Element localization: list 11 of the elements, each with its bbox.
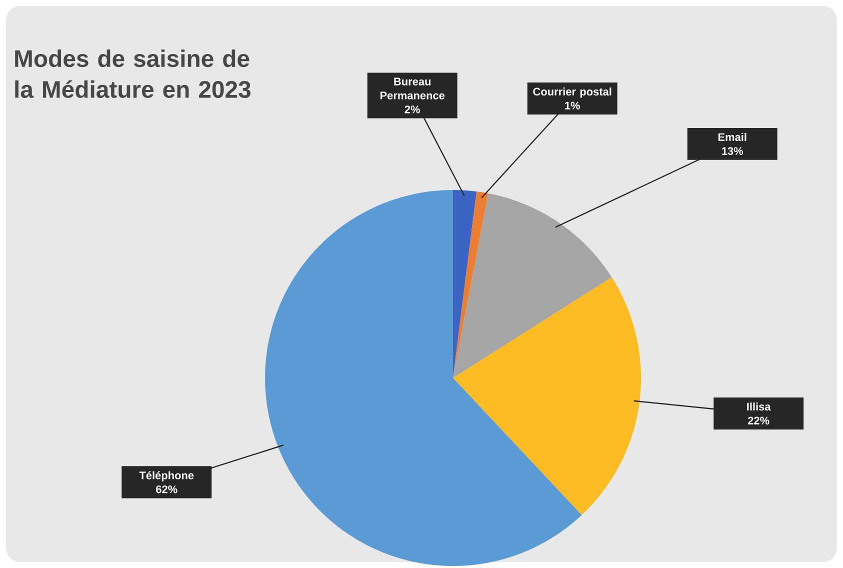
slice-label: Email bbox=[718, 132, 746, 141]
slice-label: Téléphone bbox=[139, 471, 194, 482]
data-label: 1% bbox=[565, 102, 580, 110]
data-label: 62% bbox=[156, 485, 178, 494]
data-label: 13% bbox=[722, 147, 744, 155]
data-label: 2% bbox=[404, 106, 420, 114]
slice-label: Bureau Permanence bbox=[380, 78, 445, 100]
slice-label: Illisa bbox=[747, 402, 771, 411]
data-label: 22% bbox=[748, 416, 770, 424]
slice-label: Courrier postal bbox=[533, 87, 612, 98]
chart-title: Modes de saisine de la Médiature en 2023 bbox=[15, 50, 250, 98]
